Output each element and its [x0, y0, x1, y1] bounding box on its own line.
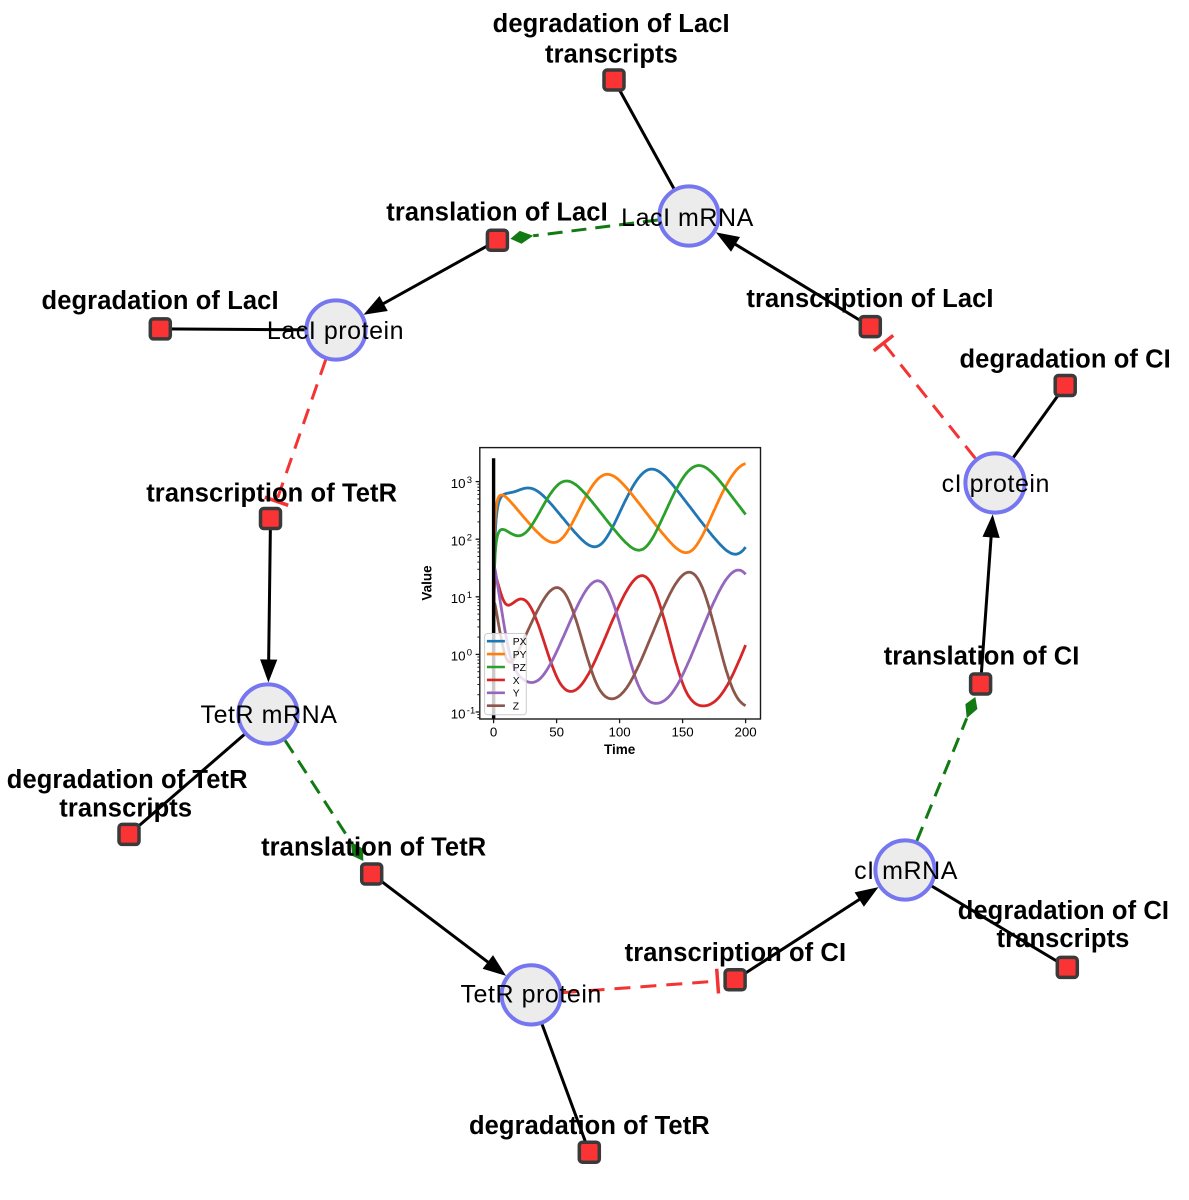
svg-text:TetR mRNA: TetR mRNA [201, 701, 338, 729]
svg-text:transcripts: transcripts [997, 925, 1130, 953]
svg-text:degradation of CI: degradation of CI [958, 897, 1169, 925]
svg-text:Value: Value [420, 565, 435, 601]
svg-text:transcripts: transcripts [545, 40, 678, 68]
svg-text:Z: Z [513, 702, 519, 713]
svg-text:degradation of TetR: degradation of TetR [7, 766, 248, 794]
svg-text:1: 1 [467, 590, 472, 601]
svg-text:degradation of LacI: degradation of LacI [493, 10, 730, 38]
svg-text:10: 10 [451, 476, 466, 491]
svg-text:cI mRNA: cI mRNA [854, 857, 958, 885]
svg-text:degradation of CI: degradation of CI [960, 346, 1171, 374]
svg-text:translation of CI: translation of CI [884, 643, 1080, 671]
svg-text:translation of LacI: translation of LacI [386, 199, 608, 227]
svg-text:transcription of LacI: transcription of LacI [746, 285, 993, 313]
svg-text:3: 3 [467, 475, 472, 486]
svg-text:LacI mRNA: LacI mRNA [621, 204, 754, 232]
svg-text:10: 10 [451, 591, 466, 606]
svg-text:Y: Y [513, 689, 520, 700]
svg-text:50: 50 [549, 725, 564, 740]
svg-text:100: 100 [609, 725, 631, 740]
svg-text:10: 10 [451, 534, 466, 549]
svg-text:degradation of TetR: degradation of TetR [469, 1112, 710, 1140]
svg-text:200: 200 [735, 725, 757, 740]
svg-text:-1: -1 [467, 705, 475, 716]
svg-text:2: 2 [467, 533, 472, 544]
svg-text:X: X [513, 676, 520, 687]
svg-text:transcripts: transcripts [59, 794, 192, 822]
svg-text:degradation of LacI: degradation of LacI [42, 287, 279, 315]
svg-text:0: 0 [467, 648, 472, 659]
svg-text:cI protein: cI protein [942, 470, 1050, 498]
svg-text:0: 0 [490, 725, 497, 740]
svg-text:10: 10 [451, 649, 466, 664]
svg-text:10: 10 [451, 706, 466, 721]
svg-text:transcription of TetR: transcription of TetR [146, 480, 397, 508]
svg-text:Time: Time [604, 742, 636, 757]
svg-text:PZ: PZ [513, 663, 526, 674]
svg-text:LacI protein: LacI protein [267, 317, 404, 345]
svg-text:TetR protein: TetR protein [461, 981, 602, 1009]
svg-text:translation of TetR: translation of TetR [261, 834, 486, 862]
svg-text:PX: PX [513, 637, 527, 648]
svg-text:transcription of CI: transcription of CI [625, 939, 847, 967]
svg-text:PY: PY [513, 650, 527, 661]
svg-text:150: 150 [672, 725, 694, 740]
